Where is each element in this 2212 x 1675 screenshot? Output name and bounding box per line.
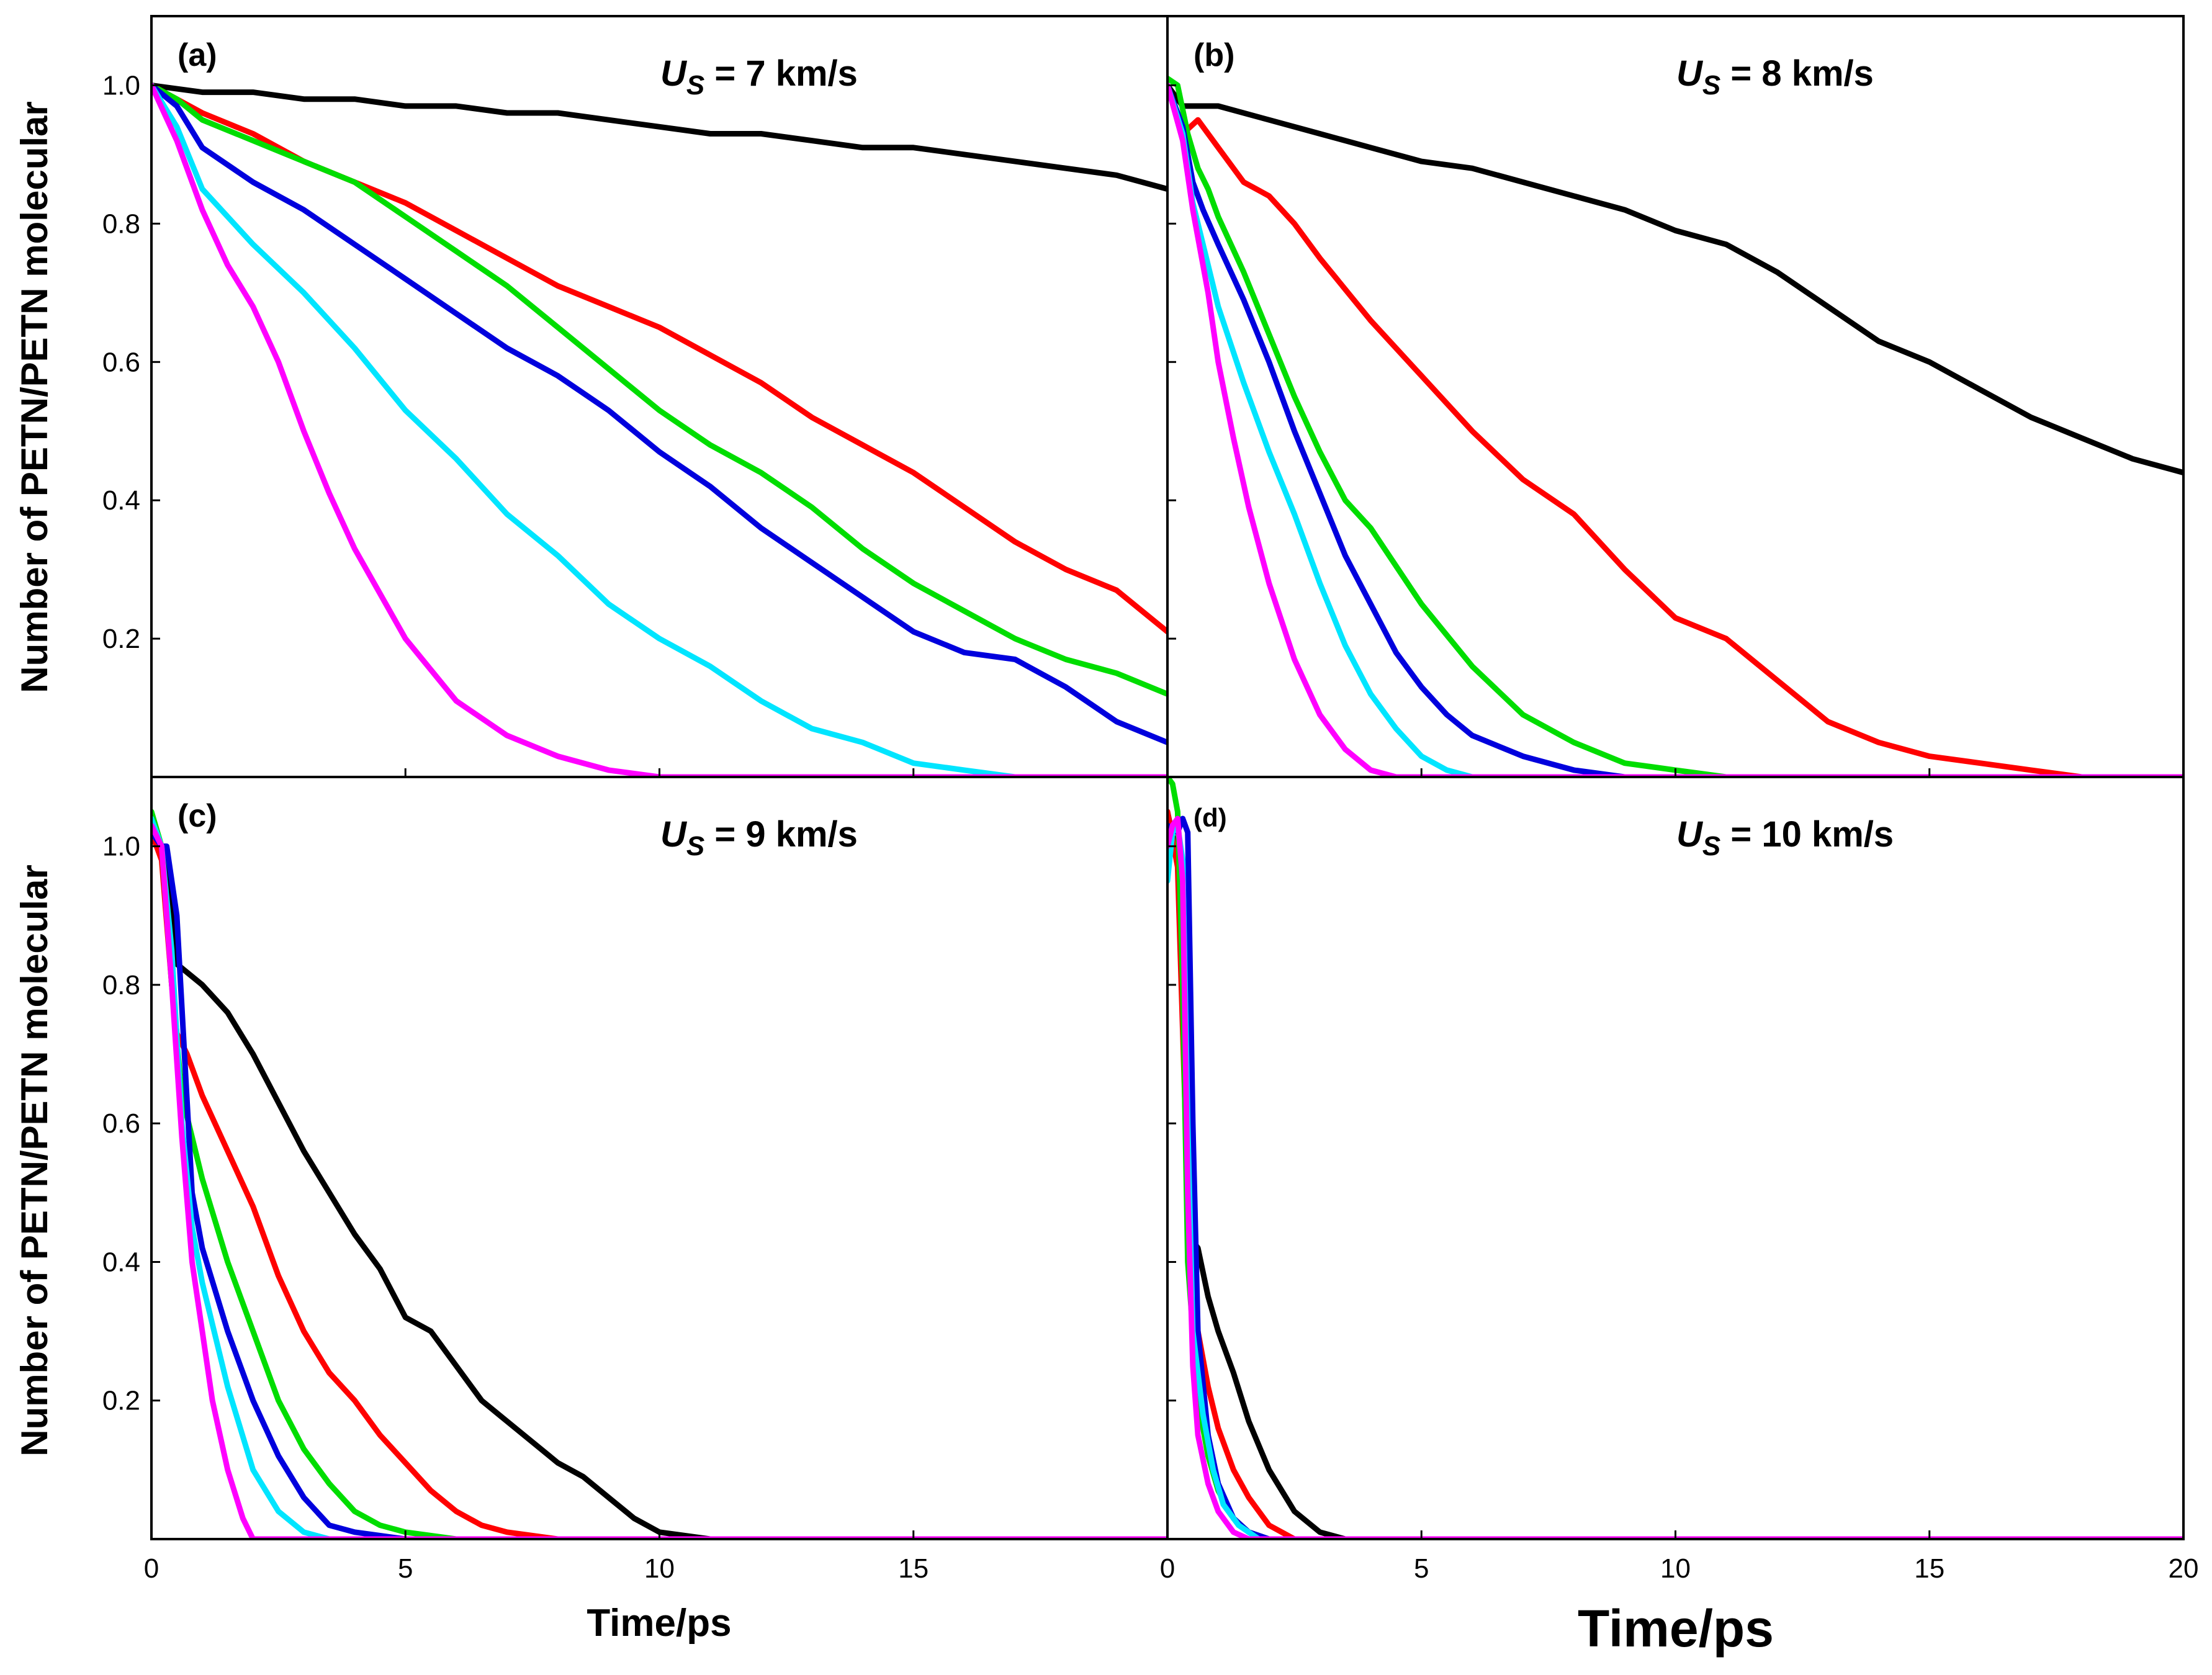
panel-title-symbol: U bbox=[660, 814, 688, 855]
x-tick-label: 15 bbox=[898, 1553, 928, 1584]
y-tick-label: 0.4 bbox=[102, 485, 140, 516]
panel-title-subscript: S bbox=[1702, 831, 1720, 861]
series-group bbox=[151, 809, 1167, 1539]
series-line-4 bbox=[151, 83, 1167, 777]
series-line-1 bbox=[151, 83, 1167, 635]
series-line-0 bbox=[151, 822, 1167, 1539]
series-line-5 bbox=[151, 822, 1167, 1539]
panel-title: US = 7 km/s bbox=[660, 53, 858, 101]
series-line-3 bbox=[151, 83, 1167, 745]
series-line-5 bbox=[151, 83, 1167, 777]
panel-title-value: = 10 km/s bbox=[1720, 814, 1894, 855]
y-tick-label: 0.8 bbox=[102, 209, 140, 239]
plot-frame bbox=[150, 776, 1169, 1540]
series-line-1 bbox=[151, 829, 1167, 1539]
panel-3: 0 5 10 15 20 (d) US = 10 km/s bbox=[1160, 776, 2199, 1584]
panel-title: US = 8 km/s bbox=[1676, 53, 1874, 101]
y-axis-label-top: Number of PETN/PETN molecular bbox=[14, 101, 55, 693]
series-line-5 bbox=[1167, 83, 2183, 777]
series-line-2 bbox=[151, 809, 1167, 1539]
panel-title-subscript: S bbox=[686, 70, 704, 101]
series-line-2 bbox=[1167, 777, 2183, 1539]
series-line-3 bbox=[1167, 83, 2183, 777]
panel-title-value: = 9 km/s bbox=[704, 814, 858, 855]
x-tick-label: 0 bbox=[1160, 1553, 1175, 1584]
y-tick-label: 0.2 bbox=[102, 624, 140, 654]
panel-title-subscript: S bbox=[686, 831, 704, 861]
panel-title-subscript: S bbox=[1702, 70, 1720, 101]
panels-group: 0.20.40.60.81.0(a) US = 7 km/s (b) US = 8 k… bbox=[102, 15, 2199, 1584]
panel-title-symbol: U bbox=[660, 53, 688, 94]
panel-tag: (c) bbox=[178, 798, 217, 834]
x-axis-label-right: Time/ps bbox=[1578, 1599, 1774, 1658]
series-line-1 bbox=[1167, 809, 2183, 1539]
y-tick-label: 0.6 bbox=[102, 1108, 140, 1139]
series-line-0 bbox=[1167, 83, 2183, 476]
plot-frame bbox=[1166, 15, 2185, 778]
panel-tag: (a) bbox=[178, 37, 217, 73]
x-axis-label-left: Time/ps bbox=[587, 1602, 731, 1645]
series-group bbox=[1167, 777, 2183, 1539]
series-line-3 bbox=[151, 829, 1167, 1539]
series-group bbox=[1167, 75, 2183, 777]
panel-title-symbol: U bbox=[1676, 53, 1704, 94]
panel-2: 0.2 0.4 0.6 0.8 1.0 0 5 10 15 (c) US = 9 km/s bbox=[102, 776, 1169, 1584]
panel-title: US = 9 km/s bbox=[660, 814, 858, 861]
series-line-0 bbox=[1167, 809, 2183, 1539]
series-line-1 bbox=[1167, 83, 2183, 777]
plot-frame bbox=[150, 15, 1169, 778]
series-line-4 bbox=[151, 815, 1167, 1539]
x-tick-label: 5 bbox=[1414, 1553, 1429, 1584]
x-tick-label: 20 bbox=[2169, 1553, 2199, 1584]
panel-1: (b) US = 8 km/s bbox=[1166, 15, 2185, 778]
y-tick-label: 0.4 bbox=[102, 1247, 140, 1277]
y-axis-label-bottom: Number of PETN/PETN molecular bbox=[14, 864, 55, 1457]
y-tick-label: 1.0 bbox=[102, 832, 140, 862]
panel-title-value: = 8 km/s bbox=[1720, 53, 1874, 94]
series-group bbox=[151, 83, 1167, 777]
plot-frame bbox=[1166, 776, 2185, 1540]
panel-title-value: = 7 km/s bbox=[704, 53, 858, 94]
panel-title: US = 10 km/s bbox=[1676, 814, 1894, 861]
x-tick-label: 10 bbox=[1660, 1553, 1691, 1584]
y-tick-label: 0.8 bbox=[102, 970, 140, 1000]
panel-tag: (d) bbox=[1194, 803, 1227, 832]
x-tick-label: 15 bbox=[1914, 1553, 1944, 1584]
y-tick-label: 1.0 bbox=[102, 70, 140, 101]
y-tick-label: 0.2 bbox=[102, 1386, 140, 1416]
x-tick-label: 0 bbox=[144, 1553, 159, 1584]
y-tick-label: 0.6 bbox=[102, 347, 140, 377]
series-line-2 bbox=[151, 83, 1167, 697]
panel-0: 0.2 0.4 0.6 0.8 1.0 (a) US = 7 km/s bbox=[102, 15, 1169, 778]
series-line-0 bbox=[151, 83, 1167, 192]
panel-tag: (b) bbox=[1194, 37, 1234, 73]
x-tick-label: 5 bbox=[398, 1553, 413, 1584]
series-line-3 bbox=[1167, 815, 2183, 1539]
x-tick-label: 10 bbox=[644, 1553, 675, 1584]
series-line-2 bbox=[1167, 75, 2183, 777]
series-line-4 bbox=[1167, 822, 2183, 1539]
panel-title-symbol: U bbox=[1676, 814, 1704, 855]
series-line-4 bbox=[1167, 83, 2183, 777]
series-line-5 bbox=[1167, 815, 2183, 1539]
